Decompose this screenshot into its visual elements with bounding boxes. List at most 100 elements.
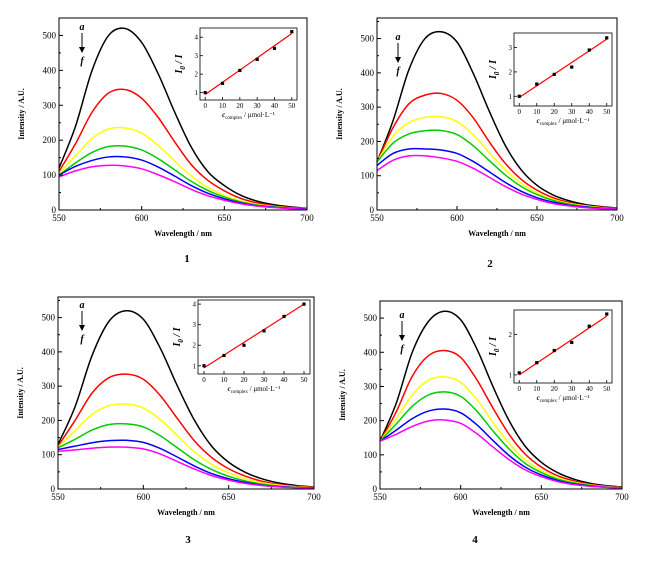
inset-x-tick-label: 10 bbox=[219, 102, 227, 110]
inset-plot: 0 10 20 30 40 50 1 2 3 4 ccomplex / μmol·L⁻¹ I0 / I bbox=[174, 27, 298, 121]
inset-plot: 0 10 20 30 40 50 1 2 3 ccomplex / μmol·L⁻¹ I0 / I bbox=[488, 32, 613, 127]
curve-label-f: f bbox=[400, 344, 405, 355]
inset-x-tick-label: 0 bbox=[203, 102, 207, 110]
spectrum-curve-d bbox=[379, 391, 623, 489]
inset-data-point bbox=[238, 68, 242, 73]
spectrum-curve-a bbox=[376, 30, 618, 209]
x-tick-label: 600 bbox=[454, 492, 468, 502]
y-axis-title: Intensity / A.U. bbox=[335, 88, 344, 140]
inset-x-tick-label: 50 bbox=[301, 376, 309, 384]
y-tick-label: 500 bbox=[43, 30, 57, 40]
inset-y-title: I0 / I bbox=[488, 336, 501, 357]
spectrum-curve-f bbox=[379, 419, 623, 489]
y-axis-title: Intensity / A.U. bbox=[16, 367, 25, 419]
inset-y-tick-label: 3 bbox=[195, 52, 199, 60]
spectrum-curve-d bbox=[58, 144, 308, 210]
inset-x-tick-label: 50 bbox=[603, 385, 611, 393]
y-tick-label: 500 bbox=[361, 34, 375, 44]
spectrum-curve-e bbox=[58, 155, 308, 210]
y-tick-label: 400 bbox=[364, 347, 378, 357]
inset-x-tick-label: 20 bbox=[551, 108, 559, 116]
x-tick-label: 700 bbox=[610, 213, 624, 223]
x-tick-label: 600 bbox=[135, 213, 149, 223]
inset-x-tick-label: 0 bbox=[202, 376, 206, 384]
inset-data-point bbox=[535, 82, 539, 86]
inset-data-point bbox=[605, 36, 609, 40]
inset-x-tick-label: 50 bbox=[288, 102, 296, 110]
inset-x-tick-label: 0 bbox=[518, 385, 522, 393]
inset-x-title: ccomplex / μmol·L⁻¹ bbox=[222, 111, 275, 121]
inset-y-tick-label: 2 bbox=[195, 71, 199, 79]
inset-x-tick-label: 40 bbox=[281, 376, 289, 384]
inset-x-tick-label: 30 bbox=[568, 108, 576, 116]
x-axis-title: Wavelength / nm bbox=[468, 229, 526, 238]
inset-x-tick-label: 40 bbox=[271, 102, 279, 110]
arrow-head-icon bbox=[79, 47, 85, 53]
y-tick-label: 0 bbox=[370, 205, 375, 215]
inset-fit-line bbox=[518, 38, 608, 98]
inset-y-tick-label: 1 bbox=[195, 89, 199, 97]
y-tick-label: 300 bbox=[364, 381, 378, 391]
arrow-head-icon bbox=[399, 335, 405, 341]
y-tick-label: 200 bbox=[43, 135, 57, 145]
panel-number: 4 bbox=[472, 534, 478, 546]
inset-y-title: I0 / I bbox=[488, 59, 501, 80]
x-axis-title: Wavelength / nm bbox=[472, 508, 530, 517]
y-tick-label: 400 bbox=[42, 347, 56, 357]
spectrum-curve-c bbox=[57, 403, 315, 489]
curve-label-a: a bbox=[80, 300, 85, 311]
inset-data-point bbox=[570, 340, 574, 345]
inset-x-tick-label: 50 bbox=[603, 108, 611, 116]
spectrum-curve-c bbox=[58, 126, 308, 210]
inset-x-tick-label: 40 bbox=[586, 385, 594, 393]
x-tick-label: 650 bbox=[218, 213, 232, 223]
curve-label-a: a bbox=[400, 310, 405, 321]
spectrum-curve-b bbox=[58, 88, 308, 210]
arrow-head-icon bbox=[79, 325, 85, 331]
y-tick-label: 500 bbox=[42, 313, 56, 323]
inset-y-tick-label: 1 bbox=[509, 371, 513, 379]
inset-x-tick-label: 30 bbox=[568, 385, 576, 393]
spectrum-curve-a bbox=[58, 27, 308, 209]
x-tick-label: 550 bbox=[51, 492, 65, 502]
y-tick-label: 400 bbox=[361, 68, 375, 78]
inset-x-title: ccomplex / μmol·L⁻¹ bbox=[537, 117, 590, 127]
inset-plot: 0 10 20 30 40 50 1 2 ccomplex / μmol·L⁻¹ I0 / I bbox=[488, 309, 613, 404]
inset-y-title: I0 / I bbox=[172, 326, 185, 347]
x-tick-label: 700 bbox=[307, 492, 321, 502]
inset-frame bbox=[513, 309, 613, 384]
inset-fit-line bbox=[204, 33, 293, 95]
y-tick-label: 300 bbox=[361, 102, 375, 112]
inset-data-point bbox=[203, 91, 207, 95]
x-tick-label: 700 bbox=[300, 213, 314, 223]
x-tick-label: 700 bbox=[615, 492, 629, 502]
inset-data-point bbox=[272, 46, 277, 50]
spectrum-curve-b bbox=[376, 92, 618, 210]
inset-data-point bbox=[282, 314, 286, 319]
curve-label-f: f bbox=[80, 334, 85, 345]
panel-number: 2 bbox=[487, 258, 493, 270]
inset-y-tick-label: 2 bbox=[193, 342, 197, 350]
y-tick-label: 0 bbox=[373, 484, 378, 494]
inset-x-tick-label: 30 bbox=[254, 102, 262, 110]
spectrum-curve-b bbox=[379, 349, 623, 489]
spectrum-curve-b bbox=[57, 373, 315, 489]
inset-data-point bbox=[535, 361, 539, 365]
y-tick-label: 500 bbox=[364, 313, 378, 323]
inset-plot: 0 10 20 30 40 50 1 2 3 4 ccomplex / μmol·L⁻¹ I0 / I bbox=[172, 299, 311, 395]
inset-y-tick-label: 2 bbox=[509, 331, 513, 339]
spectrum-curve-a bbox=[379, 310, 623, 488]
inset-data-point bbox=[587, 324, 591, 328]
inset-y-title: I0 / I bbox=[174, 53, 187, 74]
inset-x-tick-label: 10 bbox=[533, 108, 541, 116]
spectrum-curve-f bbox=[376, 154, 618, 210]
inset-x-tick-label: 20 bbox=[236, 102, 244, 110]
inset-y-tick-label: 2 bbox=[509, 68, 513, 76]
inset-data-point bbox=[242, 343, 246, 347]
inset-data-point bbox=[552, 72, 556, 76]
inset-data-point bbox=[262, 329, 266, 333]
inset-x-tick-label: 20 bbox=[241, 376, 249, 384]
inset-data-point bbox=[202, 364, 206, 368]
